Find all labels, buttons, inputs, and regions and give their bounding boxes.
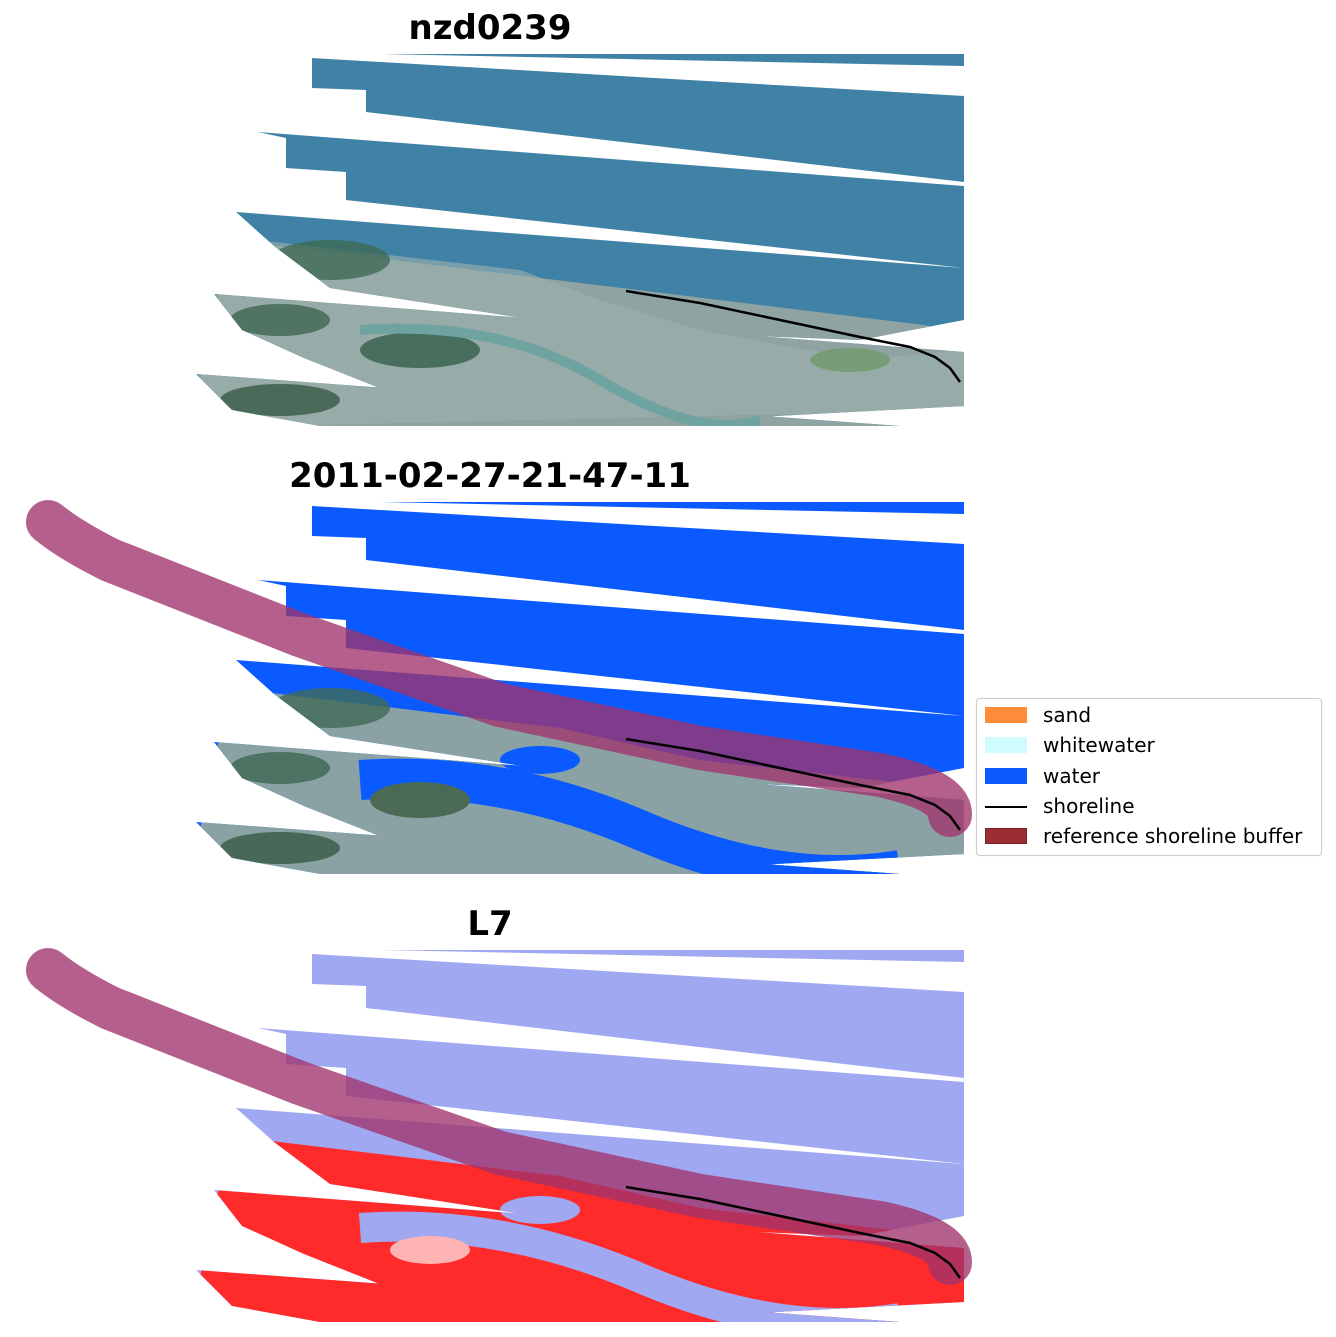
reference-buffer (26, 500, 972, 837)
classified-image-panel (26, 500, 972, 874)
legend-label-whitewater: whitewater (1043, 733, 1155, 757)
shoreline-line (625, 737, 962, 831)
legend-label-water: water (1043, 764, 1100, 788)
buffer-swatch (985, 828, 1027, 844)
reference-buffer (26, 948, 972, 1285)
shoreline-line (625, 289, 962, 383)
panel-title-sensor: L7 (467, 904, 513, 944)
legend-label-shoreline: shoreline (1043, 794, 1135, 818)
legend: sand whitewater water shoreline referenc… (976, 698, 1322, 856)
shoreline-line (625, 1185, 962, 1279)
water-swatch (985, 768, 1027, 784)
panel-title-date: 2011-02-27-21-47-11 (289, 456, 691, 496)
panel-title-satellite: nzd0239 (408, 8, 572, 48)
rgb-image-panel (196, 54, 964, 426)
sand-swatch (985, 707, 1027, 723)
index-image-panel (26, 948, 972, 1322)
shoreline-swatch (985, 806, 1027, 808)
legend-label-sand: sand (1043, 703, 1092, 727)
whitewater-swatch (985, 737, 1027, 753)
legend-label-buffer: reference shoreline buffer (1043, 824, 1303, 848)
